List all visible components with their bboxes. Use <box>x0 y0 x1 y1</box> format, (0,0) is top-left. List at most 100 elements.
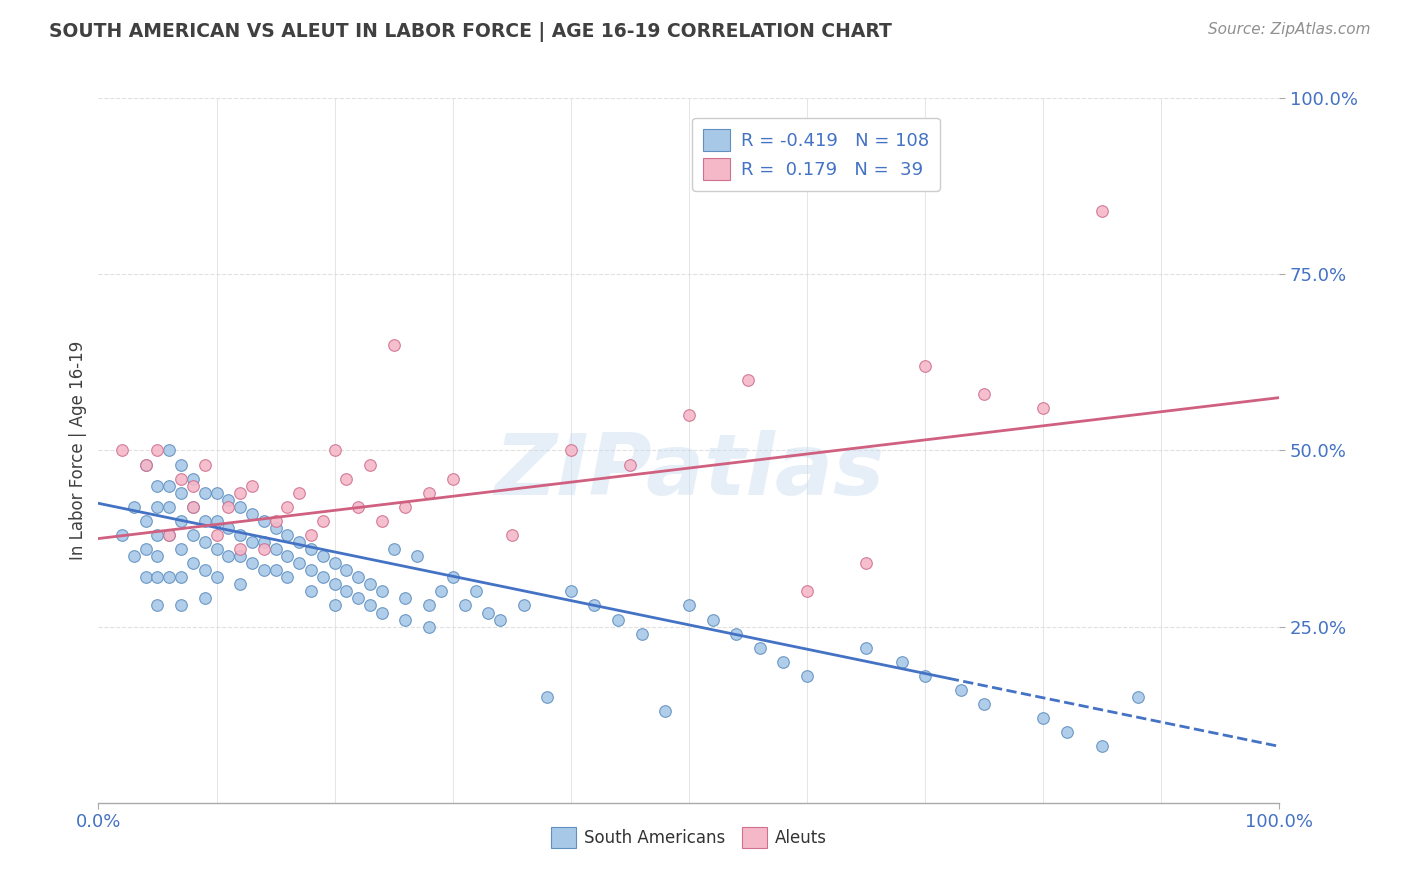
Point <box>371 584 394 599</box>
Point <box>205 528 228 542</box>
Point <box>418 485 440 500</box>
Point <box>323 443 346 458</box>
Point <box>170 542 193 557</box>
Point <box>406 549 429 564</box>
Point <box>312 549 335 564</box>
Point <box>560 443 582 458</box>
Point <box>205 514 228 528</box>
Point <box>194 591 217 606</box>
Point <box>276 549 298 564</box>
Point <box>1091 739 1114 754</box>
Point <box>855 556 877 570</box>
Point <box>382 542 405 557</box>
Point <box>146 528 169 542</box>
Point <box>229 577 252 591</box>
Point <box>335 563 357 577</box>
Point <box>1126 690 1149 705</box>
Text: Source: ZipAtlas.com: Source: ZipAtlas.com <box>1208 22 1371 37</box>
Point <box>418 619 440 633</box>
Point <box>583 599 606 613</box>
Point <box>276 570 298 584</box>
Point <box>772 655 794 669</box>
Point <box>229 485 252 500</box>
Point <box>181 472 204 486</box>
Y-axis label: In Labor Force | Age 16-19: In Labor Force | Age 16-19 <box>69 341 87 560</box>
Point <box>796 669 818 683</box>
Point <box>489 613 512 627</box>
Point <box>276 500 298 514</box>
Point <box>157 443 180 458</box>
Point <box>560 584 582 599</box>
Point <box>229 542 252 557</box>
Point <box>170 514 193 528</box>
Point <box>181 556 204 570</box>
Point <box>170 485 193 500</box>
Point <box>229 528 252 542</box>
Point <box>619 458 641 472</box>
Point <box>217 549 239 564</box>
Point <box>253 563 276 577</box>
Point <box>240 556 263 570</box>
Point <box>678 408 700 422</box>
Point <box>725 626 748 640</box>
Point <box>240 535 263 549</box>
Point <box>122 500 145 514</box>
Point <box>194 563 217 577</box>
Point <box>240 507 263 521</box>
Point <box>194 485 217 500</box>
Point <box>194 514 217 528</box>
Point <box>253 535 276 549</box>
Point <box>347 570 370 584</box>
Point <box>323 599 346 613</box>
Point <box>122 549 145 564</box>
Point <box>1032 401 1054 416</box>
Point <box>170 570 193 584</box>
Point <box>359 458 381 472</box>
Point <box>1091 203 1114 218</box>
Point <box>441 472 464 486</box>
Point <box>264 521 287 535</box>
Point <box>737 373 759 387</box>
Point <box>288 556 311 570</box>
Point <box>855 640 877 655</box>
Point <box>181 478 204 492</box>
Point <box>253 514 276 528</box>
Point <box>229 500 252 514</box>
Point <box>181 500 204 514</box>
Point <box>654 704 676 718</box>
Point <box>441 570 464 584</box>
Point <box>157 570 180 584</box>
Point <box>299 563 322 577</box>
Point <box>264 542 287 557</box>
Point <box>394 500 416 514</box>
Point <box>453 599 475 613</box>
Point <box>796 584 818 599</box>
Point <box>205 542 228 557</box>
Point <box>217 500 239 514</box>
Point <box>135 542 157 557</box>
Point <box>359 577 381 591</box>
Legend: South Americans, Aleuts: South Americans, Aleuts <box>544 821 834 855</box>
Point <box>1056 725 1078 739</box>
Point <box>394 613 416 627</box>
Point <box>157 478 180 492</box>
Point <box>135 514 157 528</box>
Point <box>135 570 157 584</box>
Point <box>170 599 193 613</box>
Point <box>1032 711 1054 725</box>
Point <box>748 640 770 655</box>
Point <box>288 485 311 500</box>
Point <box>914 669 936 683</box>
Point <box>465 584 488 599</box>
Point <box>630 626 652 640</box>
Point <box>157 528 180 542</box>
Point <box>264 563 287 577</box>
Point <box>217 492 239 507</box>
Point <box>135 458 157 472</box>
Point <box>430 584 453 599</box>
Point <box>702 613 724 627</box>
Point <box>607 613 630 627</box>
Point <box>205 485 228 500</box>
Point <box>477 606 499 620</box>
Point <box>194 458 217 472</box>
